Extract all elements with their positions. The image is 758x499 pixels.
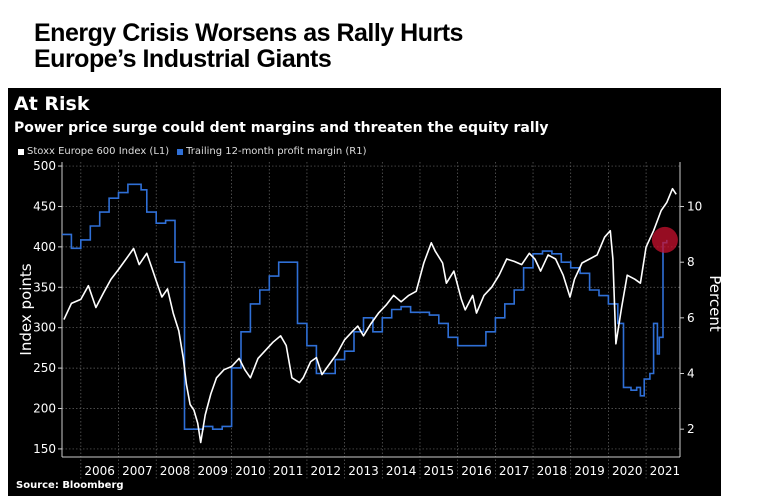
legend-label-margin: Trailing 12-month profit margin (R1) (186, 146, 367, 157)
y-right-tick-label-1: 4 (687, 367, 695, 381)
x-tick-label-1: 2007 (122, 464, 153, 478)
x-tick-label-8: 2014 (386, 464, 417, 478)
x-tick-label-15: 2021 (650, 464, 681, 478)
x-tick-label-13: 2019 (574, 464, 605, 478)
chart-title: At Risk (14, 93, 90, 115)
x-tick-label-6: 2012 (311, 464, 342, 478)
x-tick-label-12: 2018 (537, 464, 568, 478)
x-tick-label-2: 2008 (160, 464, 191, 478)
y-left-tick-label-2: 250 (33, 361, 56, 375)
x-tick-label-7: 2013 (348, 464, 379, 478)
x-tick-label-11: 2017 (499, 464, 530, 478)
legend-swatch-index (18, 148, 24, 155)
x-tick-label-9: 2015 (424, 464, 455, 478)
headline: Energy Crisis Worsens as Rally Hurts Eur… (34, 20, 463, 72)
y-right-tick-label-0: 2 (687, 422, 695, 436)
series-line-stoxx-600 (63, 187, 677, 444)
y-left-tick-label-4: 350 (33, 280, 56, 294)
y-left-tick-label-3: 300 (33, 321, 56, 335)
y-left-tick-label-1: 200 (33, 402, 56, 416)
headline-line-2: Europe’s Industrial Giants (34, 45, 332, 73)
source-note: Source: Bloomberg (16, 480, 124, 491)
chart-legend: Stoxx Europe 600 Index (L1) Trailing 12-… (18, 146, 367, 157)
y-left-tick-label-6: 450 (33, 199, 56, 213)
y-left-tick-label-7: 500 (33, 159, 56, 173)
y-right-axis-title: Percent (706, 275, 724, 332)
highlight-circle-0 (651, 226, 678, 253)
x-tick-label-4: 2010 (235, 464, 266, 478)
series-line-profit-margin (62, 183, 668, 430)
y-right-tick-label-4: 10 (687, 200, 702, 214)
legend-swatch-margin (177, 148, 184, 155)
x-tick-label-3: 2009 (197, 464, 228, 478)
x-tick-label-10: 2016 (461, 464, 492, 478)
y-left-axis-title: Index points (17, 263, 35, 355)
x-tick-label-5: 2011 (273, 464, 304, 478)
chart-panel-right (681, 88, 721, 496)
legend-label-index: Stoxx Europe 600 Index (L1) (27, 146, 170, 157)
y-right-tick-label-2: 6 (687, 311, 695, 325)
x-tick-label-0: 2006 (84, 464, 115, 478)
y-left-tick-label-0: 150 (33, 442, 56, 456)
y-right-tick-label-3: 8 (687, 255, 695, 269)
chart-subtitle: Power price surge could dent margins and… (14, 120, 549, 136)
headline-line-1: Energy Crisis Worsens as Rally Hurts (34, 19, 463, 47)
legend-item-margin: Trailing 12-month profit margin (R1) (177, 146, 367, 157)
legend-item-index: Stoxx Europe 600 Index (L1) (18, 146, 169, 157)
y-left-tick-label-5: 400 (33, 240, 56, 254)
x-tick-label-14: 2020 (612, 464, 643, 478)
